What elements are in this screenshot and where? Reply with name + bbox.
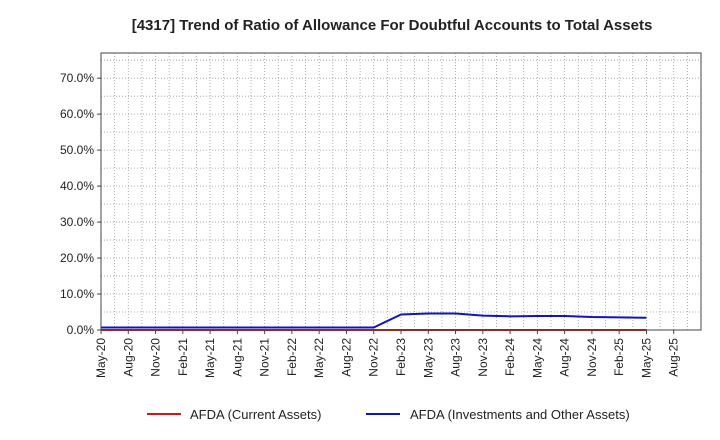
x-tick-label: Nov-22: [367, 338, 381, 377]
x-tick-label: Nov-23: [476, 338, 490, 377]
y-tick-label: 30.0%: [60, 215, 94, 229]
y-tick-label: 20.0%: [60, 251, 94, 265]
legend-label-2: AFDA (Investments and Other Assets): [410, 407, 630, 422]
x-tick-label: Feb-25: [612, 338, 626, 376]
x-tick-label: Feb-21: [176, 338, 190, 376]
x-tick-label: Feb-22: [285, 338, 299, 376]
x-tick-label: Aug-22: [339, 338, 353, 377]
plot-frame: [100, 52, 702, 331]
y-tick-label: 50.0%: [60, 143, 94, 157]
legend-label-1: AFDA (Current Assets): [190, 407, 321, 422]
x-tick-label: Aug-20: [121, 338, 135, 377]
chart-title: [4317] Trend of Ratio of Allowance For D…: [132, 17, 653, 34]
series-line-2: [101, 312, 647, 329]
y-tick-label: 70.0%: [60, 71, 94, 85]
y-tick-label: 0.0%: [67, 323, 95, 337]
series-lines: [101, 312, 647, 331]
x-tick-label: Aug-23: [449, 338, 463, 377]
x-tick-label: Feb-23: [394, 338, 408, 376]
legend: AFDA (Current Assets) AFDA (Investments a…: [147, 407, 630, 422]
x-tick-label: Nov-21: [258, 338, 272, 377]
y-tick-label: 60.0%: [60, 107, 94, 121]
x-tick-label: May-21: [203, 338, 217, 378]
y-tick-label: 10.0%: [60, 287, 94, 301]
y-tick-label: 40.0%: [60, 179, 94, 193]
x-tick-label: May-24: [530, 338, 544, 378]
x-tick-label: Nov-24: [585, 338, 599, 377]
x-tick-label: Aug-25: [667, 338, 681, 377]
x-tick-label: May-20: [94, 338, 108, 378]
x-tick-label: May-23: [421, 338, 435, 378]
x-axis-ticks: May-20 Aug-20 Nov-20 Feb-21 May-21 Aug-21 Nov-…: [94, 330, 681, 378]
x-tick-label: Aug-24: [558, 338, 572, 377]
y-axis-ticks: 0.0% 10.0% 20.0% 30.0% 40.0% 50.0% 60.0% 70.0%: [60, 71, 101, 337]
grid: [101, 53, 701, 330]
x-tick-label: May-22: [312, 338, 326, 378]
x-tick-label: Aug-21: [230, 338, 244, 377]
x-tick-label: Nov-20: [149, 338, 163, 377]
x-tick-label: Feb-24: [503, 338, 517, 376]
x-tick-label: May-25: [639, 338, 653, 378]
